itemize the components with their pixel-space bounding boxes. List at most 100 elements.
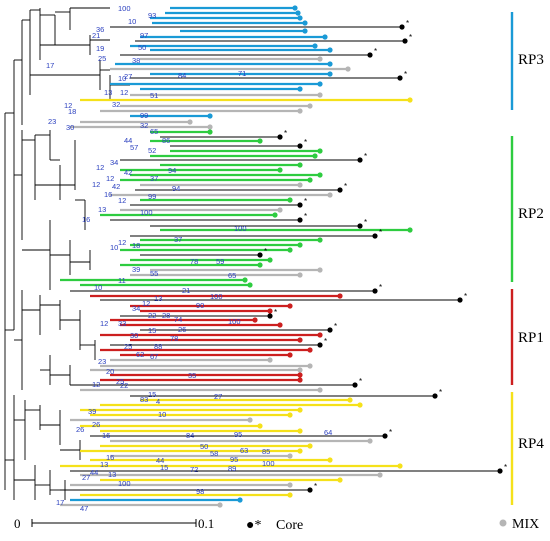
leaf-tip-marker (317, 56, 323, 62)
bootstrap-value: 34 (110, 158, 118, 167)
bootstrap-value: 86 (162, 136, 170, 145)
leaf-tip-marker (297, 143, 303, 149)
bootstrap-value: 15 (148, 390, 156, 399)
bootstrap-value: 100 (262, 459, 275, 468)
core-star-marker: * (406, 19, 409, 28)
bootstrap-value: 21 (182, 286, 190, 295)
leaf-tip-marker (207, 113, 213, 119)
core-star-marker: * (274, 308, 277, 317)
leaf-tip-marker (297, 407, 303, 413)
bootstrap-value: 32 (112, 100, 120, 109)
leaf-tip-marker (287, 412, 293, 418)
leaf-tip-marker (307, 347, 313, 353)
bootstrap-value: 10 (128, 17, 136, 26)
core-star-marker: * (359, 377, 362, 386)
leaf-tip-marker (327, 327, 333, 333)
bootstrap-value: 27 (82, 473, 90, 482)
bootstrap-value: 100 (228, 317, 241, 326)
bootstrap-value: 12 (96, 163, 104, 172)
leaf-tip-marker (267, 313, 273, 319)
bootstrap-value: 95 (234, 430, 242, 439)
bootstrap-value: 94 (168, 166, 176, 175)
clade-bar-rp2: RP2 (510, 136, 544, 282)
bootstrap-value: 100 (118, 479, 131, 488)
bootstrap-value: 27 (124, 72, 132, 81)
core-star-marker: * (404, 70, 407, 79)
leaf-tip-marker (277, 207, 283, 213)
leaf-tip-marker (317, 387, 323, 393)
leaf-tip-marker (257, 262, 263, 268)
bootstrap-value: 12 (118, 196, 126, 205)
leaf-tip-marker (297, 372, 303, 378)
leaf-tip-marker (367, 52, 373, 58)
leaf-tip-marker (277, 322, 283, 328)
leaf-tip-marker (367, 438, 373, 444)
bootstrap-value: 44 (124, 136, 132, 145)
bootstrap-value: 19 (96, 44, 104, 53)
bootstrap-value: 42 (124, 168, 132, 177)
bootstrap-value: 12 (106, 174, 114, 183)
leaf-tip-marker (297, 367, 303, 373)
leaf-tip-marker (187, 119, 193, 125)
clade-label-rp3: RP3 (518, 52, 544, 68)
bootstrap-value: 78 (190, 257, 198, 266)
tree-leaves: *********************** (60, 5, 507, 508)
bootstrap-value: 42 (112, 182, 120, 191)
leaf-tip-marker (322, 34, 328, 40)
leaf-tip-marker (307, 363, 313, 369)
leaf-tip-marker (317, 148, 323, 154)
bootstrap-value: 58 (210, 449, 218, 458)
core-star-marker: * (379, 228, 382, 237)
leaf-tip-marker (327, 192, 333, 198)
clade-bar-rp1: RP1 (510, 289, 544, 385)
bootstrap-value: 25 (116, 377, 124, 386)
bootstrap-value: 17 (56, 498, 64, 507)
leaf-tip-marker (357, 402, 363, 408)
bootstrap-value: 18 (68, 107, 76, 116)
bootstrap-value: 100 (210, 292, 223, 301)
bootstrap-value: 89 (228, 464, 236, 473)
core-star-marker: * (374, 47, 377, 56)
leaf-tip-marker (297, 217, 303, 223)
bootstrap-value: 74 (174, 315, 182, 324)
leaf-tip-marker (302, 20, 308, 26)
bootstrap-value: 12 (92, 180, 100, 189)
bootstrap-value: 52 (148, 146, 156, 155)
bootstrap-value: 98 (196, 487, 204, 496)
bootstrap-value: 34 (132, 304, 140, 313)
leaf-tip-marker (207, 129, 213, 135)
leaf-tip-marker (382, 433, 388, 439)
leaf-tip-marker (337, 187, 343, 193)
bootstrap-value: 13 (154, 294, 162, 303)
leaf-tip-marker (337, 477, 343, 483)
bootstrap-value: 47 (80, 504, 88, 513)
core-star-marker: * (264, 247, 267, 256)
bootstrap-value: 22 (148, 311, 156, 320)
leaf-tip-marker (297, 162, 303, 168)
core-star-marker: * (334, 322, 337, 331)
leaf-tip-marker (457, 297, 463, 303)
core-star-marker: * (304, 138, 307, 147)
clade-bar-rp4: RP4 (510, 392, 544, 505)
leaf-tip-marker (327, 61, 333, 67)
leaf-tip-marker (327, 47, 333, 53)
bootstrap-value: 13 (98, 205, 106, 214)
bootstrap-value: 35 (188, 371, 196, 380)
bootstrap-value: 100 (140, 208, 153, 217)
bootstrap-value: 26 (92, 420, 100, 429)
leaf-tip-marker (397, 75, 403, 81)
leaf-tip-marker (252, 317, 258, 323)
bootstrap-value: 39 (132, 265, 140, 274)
bootstrap-value: 83 (140, 395, 148, 404)
leaf-tip-marker (399, 24, 405, 30)
leaf-tip-marker (397, 463, 403, 469)
bootstrap-value: 72 (190, 465, 198, 474)
bootstrap-value: 63 (240, 446, 248, 455)
leaf-tip-marker (297, 15, 303, 21)
bootstrap-value: 23 (48, 117, 56, 126)
bootstrap-value: 12 (120, 88, 128, 97)
leaf-tip-marker (277, 167, 283, 173)
leaf-tip-marker (432, 393, 438, 399)
bootstrap-value: 37 (174, 235, 182, 244)
